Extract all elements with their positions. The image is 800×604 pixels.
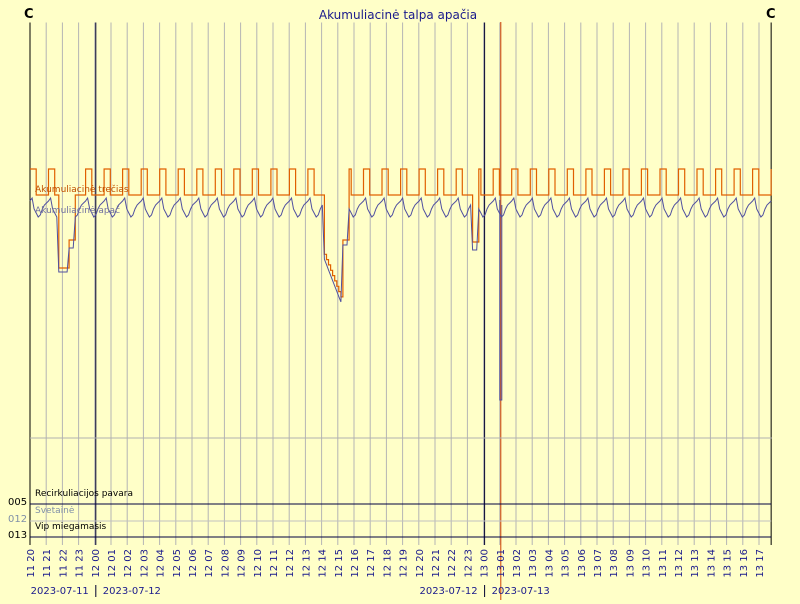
x-tick-label: 13 07 xyxy=(593,549,604,578)
x-tick-label: 13 05 xyxy=(561,549,572,578)
x-tick-label: 13 15 xyxy=(723,549,734,578)
x-tick-label: 11 23 xyxy=(75,549,86,578)
x-tick-label: 12 22 xyxy=(447,549,458,578)
x-tick-label: 12 16 xyxy=(350,549,361,578)
x-tick-label: 12 02 xyxy=(123,549,134,578)
corner-label-left: C xyxy=(24,7,34,22)
x-tick-label: 13 09 xyxy=(625,549,636,578)
x-tick-label: 12 21 xyxy=(431,549,442,578)
state-lanes: 005 Recirkuliacijos pavara 012 Svetainė 013 V… xyxy=(8,489,772,541)
x-tick-label: 13 12 xyxy=(674,549,685,578)
x-tick-label: 12 18 xyxy=(382,549,393,578)
state-name: Recirkuliacijos pavara xyxy=(35,489,133,499)
x-tick-label: 13 06 xyxy=(577,549,588,578)
x-tick-label: 13 11 xyxy=(658,549,669,578)
date-label: 2023-07-13 xyxy=(492,586,550,597)
date-label: 2023-07-11 xyxy=(31,586,89,597)
x-tick-label: 13 17 xyxy=(755,549,766,578)
x-tick-label: 12 13 xyxy=(301,549,312,578)
legend-series-trecias: Akumuliacinė trečias xyxy=(35,184,129,195)
x-tick-label: 12 17 xyxy=(366,549,377,578)
x-tick-label: 11 22 xyxy=(58,549,69,578)
chart-title: Akumuliacinė talpa apačia xyxy=(319,8,477,22)
x-tick-label: 13 14 xyxy=(706,549,717,578)
x-tick-label: 12 11 xyxy=(269,549,280,578)
x-tick-label: 12 15 xyxy=(334,549,345,578)
series-line-apac xyxy=(29,196,772,303)
x-tick-label: 12 07 xyxy=(204,549,215,578)
state-id: 005 xyxy=(8,497,27,508)
x-tick-label: 13 00 xyxy=(480,549,491,578)
x-tick-label: 12 06 xyxy=(188,549,199,578)
x-tick-label: 12 20 xyxy=(415,549,426,578)
corner-label-right: C xyxy=(766,7,776,22)
x-tick-label: 12 00 xyxy=(91,549,102,578)
x-tick-label: 12 19 xyxy=(399,549,410,578)
x-tick-label: 12 10 xyxy=(253,549,264,578)
date-label: 2023-07-12 xyxy=(419,586,477,597)
x-tick-label: 12 12 xyxy=(285,549,296,578)
x-tick-label: 13 03 xyxy=(528,549,539,578)
state-id: 013 xyxy=(8,530,27,541)
x-tick-label: 12 09 xyxy=(237,549,248,578)
x-tick-label: 13 10 xyxy=(642,549,653,578)
state-name: Vip miegamasis xyxy=(35,522,107,532)
state-id: 012 xyxy=(8,514,27,525)
x-tick-label: 13 04 xyxy=(544,549,555,578)
x-tick-label: 13 01 xyxy=(496,549,507,578)
x-tick-label: 11 21 xyxy=(42,549,53,578)
x-tick-label: 12 04 xyxy=(156,549,167,578)
state-name: Svetainė xyxy=(35,506,75,516)
date-label: 2023-07-12 xyxy=(103,586,161,597)
series-line-trecias xyxy=(30,168,772,298)
x-tick-label: 12 14 xyxy=(318,549,329,578)
date-labels: 2023-07-11 2023-07-12 2023-07-12 2023-07-13 xyxy=(31,585,550,597)
legend-series-apac: Akumuliacinė apač xyxy=(35,205,120,216)
grid xyxy=(0,21,800,545)
x-tick-label: 13 08 xyxy=(609,549,620,578)
x-tick-label: 13 13 xyxy=(690,549,701,578)
series-akumuliacine-apac xyxy=(29,196,772,401)
series-spike-apac xyxy=(499,200,503,401)
x-tick-label: 13 02 xyxy=(512,549,523,578)
x-tick-label: 12 05 xyxy=(172,549,183,578)
x-tick-label: 13 16 xyxy=(739,549,750,578)
x-tick-labels: 11 20 11 21 11 22 11 23 12 00 12 01 12 02 12 03… xyxy=(26,549,766,578)
x-tick-label: 12 03 xyxy=(139,549,150,578)
x-tick-label: 12 08 xyxy=(220,549,231,578)
x-tick-label: 12 01 xyxy=(107,549,118,578)
x-tick-label: 11 20 xyxy=(26,549,37,578)
x-tick-label: 12 23 xyxy=(463,549,474,578)
